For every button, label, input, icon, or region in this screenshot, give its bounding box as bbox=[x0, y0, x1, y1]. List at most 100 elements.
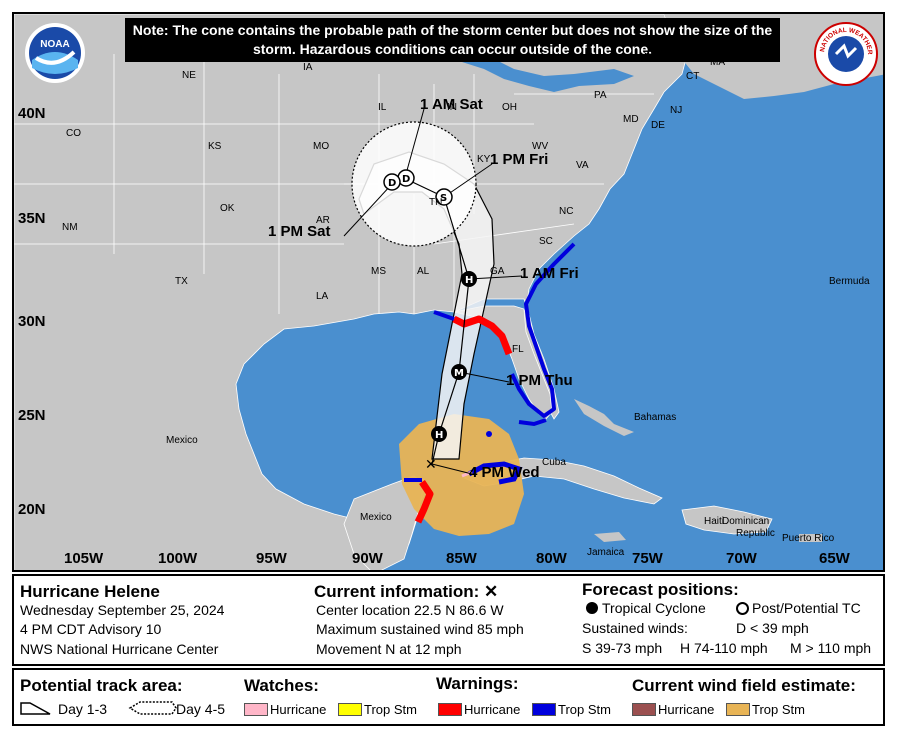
place-label: Republic bbox=[736, 528, 775, 539]
max-wind: Maximum sustained wind 85 mph bbox=[316, 621, 524, 637]
state-label: OH bbox=[502, 102, 517, 113]
category-m: M > 110 mph bbox=[790, 640, 872, 656]
category-s: S 39-73 mph bbox=[582, 640, 663, 656]
state-label: WV bbox=[532, 141, 549, 152]
state-label: KS bbox=[208, 141, 222, 152]
hurricane-wind-swatch bbox=[632, 703, 656, 716]
forecast-label-1am-fri: 1 AM Fri bbox=[520, 265, 579, 282]
place-label: Dominican bbox=[722, 516, 770, 527]
hurricane-warning-label: Hurricane bbox=[464, 702, 521, 717]
place-label: Puerto Rico bbox=[782, 533, 835, 544]
center-location: Center location 22.5 N 86.6 W bbox=[316, 602, 504, 618]
label-leaders bbox=[343, 108, 523, 475]
place-label: Mexico bbox=[166, 435, 198, 446]
trop-storm-warning-label: Trop Stm bbox=[558, 702, 611, 717]
info-panel: Hurricane Helene Wednesday September 25,… bbox=[12, 574, 885, 666]
trop-storm-watch-label: Trop Stm bbox=[364, 702, 417, 717]
trop-storm-wind-field bbox=[399, 414, 524, 536]
movement: Movement N at 12 mph bbox=[316, 641, 462, 657]
day-1-3-label: Day 1-3 bbox=[58, 701, 108, 717]
watches-title: Watches: bbox=[244, 676, 319, 695]
lon-label: 90W bbox=[352, 550, 383, 567]
place-label: Jamaica bbox=[587, 547, 625, 558]
day-4-5-label: Day 4-5 bbox=[176, 701, 226, 717]
place-label: Cuba bbox=[542, 457, 566, 468]
lat-label: 20N bbox=[18, 501, 46, 518]
state-label: OK bbox=[220, 203, 235, 214]
forecast-label-1pm-sat: 1 PM Sat bbox=[268, 223, 331, 240]
tropical-cyclone-icon bbox=[586, 602, 598, 614]
state-label: TX bbox=[175, 276, 188, 287]
trop-storm-warning-swatch bbox=[532, 703, 556, 716]
issuing-center: NWS National Hurricane Center bbox=[20, 641, 219, 657]
state-label: MA bbox=[710, 57, 725, 68]
lon-label: 70W bbox=[726, 550, 757, 567]
place-label: Bahamas bbox=[634, 412, 677, 423]
trop-storm-warning-east-coast bbox=[510, 242, 576, 418]
state-label: IL bbox=[378, 102, 387, 113]
state-label: VA bbox=[576, 160, 589, 171]
state-label: IA bbox=[303, 62, 313, 73]
category-h: H 74-110 mph bbox=[680, 640, 768, 656]
lat-label: 25N bbox=[18, 407, 46, 424]
lat-label: 35N bbox=[18, 210, 46, 227]
day-1-3-icon bbox=[20, 700, 62, 721]
forecast-map: ✕ H M H S D D NOAA bbox=[12, 12, 885, 572]
forecast-label-4pm-wed: 4 PM Wed bbox=[469, 464, 540, 481]
forecast-label-1pm-fri: 1 PM Fri bbox=[490, 151, 549, 168]
bahamas-land bbox=[574, 399, 634, 436]
trop-storm-warning-panhandle bbox=[433, 310, 455, 321]
lat-label: 40N bbox=[18, 105, 46, 122]
tropical-cyclone-label: Tropical Cyclone bbox=[602, 600, 706, 616]
forecast-label-1pm-thu: 1 PM Thu bbox=[506, 372, 573, 389]
forecast-cone-day-4-5 bbox=[351, 121, 477, 247]
place-label: Haiti bbox=[704, 516, 725, 527]
forecast-positions-title: Forecast positions: bbox=[582, 580, 739, 599]
state-label: NE bbox=[182, 70, 196, 81]
post-tc-icon bbox=[736, 602, 749, 615]
lon-label: 85W bbox=[446, 550, 477, 567]
svg-text:H: H bbox=[465, 275, 473, 286]
legend-panel: Potential track area: Day 1-3 Day 4-5 Wa… bbox=[12, 668, 885, 726]
place-label: Mexico bbox=[360, 512, 392, 523]
lon-label: 105W bbox=[64, 550, 104, 567]
post-tc-label: Post/Potential TC bbox=[752, 600, 861, 616]
state-label: TN bbox=[429, 197, 443, 208]
lon-label: 65W bbox=[819, 550, 850, 567]
advisory-number: 4 PM CDT Advisory 10 bbox=[20, 621, 162, 637]
state-label: SC bbox=[539, 236, 553, 247]
state-label: NM bbox=[62, 222, 78, 233]
trop-storm-wind-label: Trop Stm bbox=[752, 702, 805, 717]
state-label: CO bbox=[66, 128, 81, 139]
state-label: IN bbox=[447, 102, 457, 113]
advisory-date: Wednesday September 25, 2024 bbox=[20, 602, 225, 618]
state-label: AL bbox=[417, 266, 430, 277]
hurricane-watch-label: Hurricane bbox=[270, 702, 327, 717]
state-label: NJ bbox=[670, 105, 683, 116]
state-label: NY bbox=[644, 52, 658, 63]
day-4-5-icon bbox=[128, 700, 178, 721]
state-label: NC bbox=[559, 206, 574, 217]
state-label: LA bbox=[316, 291, 329, 302]
storm-name: Hurricane Helene bbox=[20, 582, 160, 601]
warnings-title: Warnings: bbox=[436, 674, 519, 693]
svg-text:D: D bbox=[402, 174, 410, 185]
lat-label: 30N bbox=[18, 313, 46, 330]
state-label: MD bbox=[623, 114, 639, 125]
current-info-title: Current information: ✕ bbox=[314, 582, 499, 601]
state-label: CT bbox=[686, 71, 700, 82]
state-label: KY bbox=[477, 154, 491, 165]
state-label: AR bbox=[316, 215, 330, 226]
noaa-logo-label: NOAA bbox=[40, 39, 69, 50]
lon-label: 95W bbox=[256, 550, 287, 567]
great-lakes bbox=[454, 44, 634, 92]
trop-storm-warning-cuba bbox=[467, 461, 523, 485]
state-label: PA bbox=[594, 90, 607, 101]
category-d: D < 39 mph bbox=[736, 620, 809, 636]
lon-label: 100W bbox=[158, 550, 198, 567]
wind-field-title: Current wind field estimate: bbox=[632, 676, 856, 695]
svg-text:M: M bbox=[454, 368, 464, 379]
puerto-rico-land bbox=[799, 534, 822, 542]
state-label: DE bbox=[651, 120, 665, 131]
trop-storm-wind-swatch bbox=[726, 703, 750, 716]
